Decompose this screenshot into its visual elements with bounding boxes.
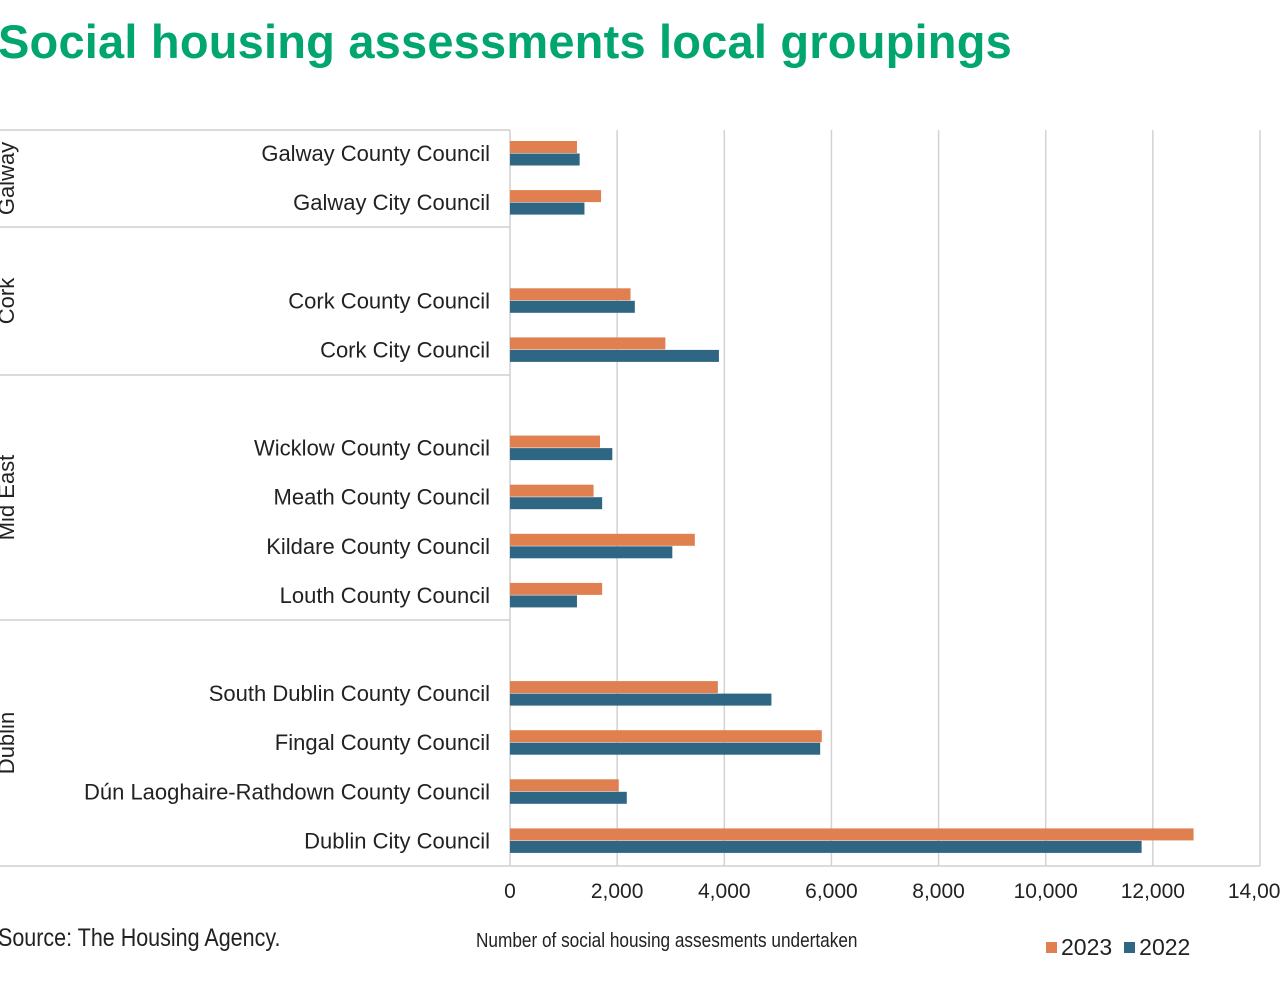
bar-2022 <box>510 300 635 313</box>
legend-swatch-2022 <box>1124 942 1136 953</box>
legend: 2023 2022 <box>1046 934 1202 961</box>
bar-2023 <box>510 828 1194 841</box>
bar-2022 <box>510 349 719 362</box>
x-tick-label: 0 <box>504 880 516 903</box>
bar-2022 <box>510 742 821 755</box>
group-label-dublin: Dublin <box>0 712 19 774</box>
bar-2022 <box>510 202 585 215</box>
x-tick-label: 14,000 <box>1228 880 1280 903</box>
category-label: Wicklow County Council <box>254 436 490 461</box>
category-label: Dún Laoghaire-Rathdown County Council <box>84 779 490 804</box>
legend-item-2023: 2023 <box>1046 934 1112 961</box>
x-tick-label: 2,000 <box>591 880 644 903</box>
category-label: Cork County Council <box>288 288 490 313</box>
legend-label-2023: 2023 <box>1061 934 1113 960</box>
bar-2023 <box>510 533 695 546</box>
category-label: Meath County Council <box>274 485 490 510</box>
legend-swatch-2023 <box>1046 942 1057 953</box>
x-tick-label: 6,000 <box>805 880 858 903</box>
group-label-mid-east: Mid East <box>0 455 19 541</box>
chart-title: Social housing assessments local groupin… <box>0 15 1012 68</box>
group-label-galway: Galway <box>0 142 19 215</box>
legend-label-2022: 2022 <box>1139 934 1191 960</box>
x-tick-label: 4,000 <box>698 880 751 903</box>
legend-item-2022: 2022 <box>1124 934 1190 961</box>
x-tick-label: 8,000 <box>912 880 965 903</box>
x-axis-label: Number of social housing assesments unde… <box>476 930 858 952</box>
bar-2022 <box>510 840 1142 853</box>
bar-2022 <box>510 497 603 510</box>
bar-2022 <box>510 791 627 804</box>
source-note: Source: The Housing Agency. <box>0 924 281 952</box>
bar-2023 <box>510 582 603 595</box>
bar-2023 <box>510 779 619 792</box>
bar-2022 <box>510 693 772 706</box>
category-label: Cork City Council <box>320 337 490 362</box>
x-tick-label: 12,000 <box>1121 880 1185 903</box>
bar-2022 <box>510 153 580 166</box>
bar-2023 <box>510 288 631 301</box>
bar-2023 <box>510 730 822 743</box>
category-label: Fingal County Council <box>275 730 490 755</box>
category-label: Galway City Council <box>293 190 490 215</box>
bar-2023 <box>510 337 666 350</box>
bar-2023 <box>510 435 600 448</box>
category-label: Galway County Council <box>261 141 490 166</box>
bar-2023 <box>510 141 577 153</box>
category-label: South Dublin County Council <box>209 681 490 706</box>
group-label-cork: Cork <box>0 277 19 324</box>
bar-2022 <box>510 448 613 461</box>
x-tick-label: 10,000 <box>1014 880 1078 903</box>
bar-2022 <box>510 595 577 608</box>
category-label: Kildare County Council <box>266 534 490 559</box>
bar-2023 <box>510 681 718 694</box>
category-label: Louth County Council <box>280 583 490 608</box>
category-label: Dublin City Council <box>304 828 490 853</box>
bar-2023 <box>510 190 602 203</box>
bar-2022 <box>510 546 673 559</box>
bar-2023 <box>510 484 594 497</box>
